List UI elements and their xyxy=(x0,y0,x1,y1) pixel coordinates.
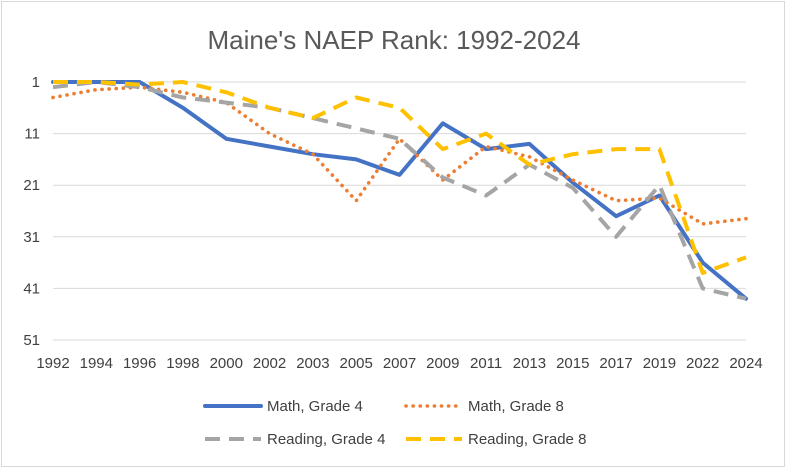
x-tick-label: 2011 xyxy=(470,355,502,372)
series-line xyxy=(51,80,748,301)
x-tick-label: 2007 xyxy=(383,355,416,372)
x-tick-label: 1992 xyxy=(36,355,69,372)
x-tick-label: 2022 xyxy=(686,355,719,372)
x-tick-label: 2002 xyxy=(253,355,286,372)
legend-label: Reading, Grade 4 xyxy=(267,431,385,448)
series-lines xyxy=(51,80,748,301)
legend-label: Math, Grade 8 xyxy=(468,398,564,415)
x-tick-label: 2017 xyxy=(599,355,632,372)
x-tick-label: 2019 xyxy=(643,355,676,372)
legend-label: Math, Grade 4 xyxy=(267,398,363,415)
legend-label: Reading, Grade 8 xyxy=(468,431,586,448)
x-tick-label: 2003 xyxy=(296,355,329,372)
series-line xyxy=(53,80,747,275)
x-tick-label: 2013 xyxy=(513,355,546,372)
x-tick-label: 1994 xyxy=(80,355,113,372)
legend: Math, Grade 4 Math, Grade 8 Reading, Grade… xyxy=(203,398,586,448)
grid-lines xyxy=(53,81,746,341)
y-tick-label: 31 xyxy=(23,229,40,246)
chart-title: Maine's NAEP Rank: 1992-2024 xyxy=(207,25,580,55)
y-tick-label: 11 xyxy=(24,126,40,143)
x-tick-label: 2024 xyxy=(729,355,762,372)
x-tick-label: 1998 xyxy=(166,355,199,372)
x-tick-label: 1996 xyxy=(123,355,156,372)
x-tick-label: 2015 xyxy=(556,355,589,372)
x-tick-label: 2009 xyxy=(426,355,459,372)
y-tick-label: 21 xyxy=(23,177,40,194)
y-tick-label: 41 xyxy=(23,280,40,297)
x-axis-labels: 1992 1994 1996 1998 2000 2002 2003 2005 2007 2009… xyxy=(36,355,762,372)
y-tick-label: 51 xyxy=(23,332,40,349)
x-tick-label: 2005 xyxy=(340,355,373,372)
y-tick-label: 1 xyxy=(32,74,40,91)
x-tick-label: 2000 xyxy=(210,355,243,372)
series-line xyxy=(52,80,747,301)
